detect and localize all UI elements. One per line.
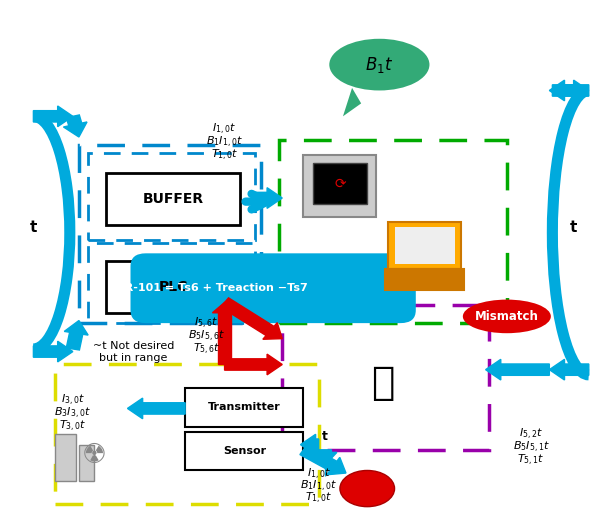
FancyArrow shape: [127, 398, 185, 419]
Ellipse shape: [463, 299, 551, 333]
FancyArrow shape: [300, 445, 346, 475]
Text: Transmitter: Transmitter: [208, 402, 280, 412]
Text: $B_5I_{5,6}t$: $B_5I_{5,6}t$: [188, 329, 225, 344]
Text: $I_{5,6}t$: $I_{5,6}t$: [194, 316, 219, 331]
FancyBboxPatch shape: [55, 434, 76, 481]
Text: $I_{1,0}t$: $I_{1,0}t$: [212, 122, 237, 137]
FancyBboxPatch shape: [185, 388, 304, 427]
Ellipse shape: [340, 470, 395, 507]
Text: BUFFER: BUFFER: [143, 192, 203, 206]
FancyBboxPatch shape: [395, 227, 455, 264]
Text: ☢: ☢: [82, 441, 106, 469]
Text: $I_{1,0}t$: $I_{1,0}t$: [307, 467, 331, 482]
FancyArrow shape: [225, 354, 282, 375]
FancyArrow shape: [552, 80, 589, 101]
FancyArrow shape: [300, 434, 319, 455]
Text: TR-101 = Ts6 + Treaction −Ts7: TR-101 = Ts6 + Treaction −Ts7: [117, 283, 308, 293]
Text: $B_1I_{1,0}t$: $B_1I_{1,0}t$: [206, 135, 243, 150]
FancyArrow shape: [33, 106, 73, 127]
Ellipse shape: [329, 39, 429, 90]
Text: t: t: [570, 220, 577, 235]
Text: 🔔: 🔔: [359, 475, 376, 503]
Text: Mismatch: Mismatch: [475, 310, 539, 323]
FancyArrow shape: [218, 310, 231, 364]
Polygon shape: [343, 88, 361, 116]
Text: $B_1I_{1,0}t$: $B_1I_{1,0}t$: [300, 479, 337, 494]
Text: $T_{3,0}t$: $T_{3,0}t$: [59, 419, 87, 434]
Text: ~t Not desired
but in range: ~t Not desired but in range: [93, 341, 174, 363]
Text: $B_3I_{3,0}t$: $B_3I_{3,0}t$: [54, 406, 92, 421]
Text: $B_5I_{5,1}t$: $B_5I_{5,1}t$: [512, 440, 550, 455]
Text: t: t: [30, 220, 37, 235]
Text: $B_1t$: $B_1t$: [365, 55, 393, 74]
Text: $I_{3,0}t$: $I_{3,0}t$: [61, 393, 85, 408]
FancyBboxPatch shape: [185, 432, 304, 470]
FancyBboxPatch shape: [106, 173, 240, 225]
Text: Sensor: Sensor: [223, 446, 266, 456]
FancyArrow shape: [212, 302, 237, 313]
FancyBboxPatch shape: [131, 253, 416, 323]
FancyBboxPatch shape: [313, 163, 367, 204]
Text: PLC: PLC: [158, 280, 188, 294]
FancyBboxPatch shape: [385, 269, 464, 290]
Text: $I_{5,2}t$: $I_{5,2}t$: [519, 427, 543, 442]
Text: $T_{5,6}t$: $T_{5,6}t$: [192, 342, 220, 357]
Text: $T_{1,0}t$: $T_{1,0}t$: [305, 491, 333, 506]
FancyArrow shape: [549, 359, 589, 380]
Text: t: t: [322, 430, 328, 444]
FancyArrow shape: [64, 321, 88, 350]
FancyArrow shape: [33, 341, 73, 362]
Text: $T_{1,0}t$: $T_{1,0}t$: [211, 148, 239, 163]
FancyBboxPatch shape: [388, 222, 461, 269]
FancyArrow shape: [486, 359, 549, 380]
FancyBboxPatch shape: [79, 445, 94, 481]
FancyArrow shape: [255, 188, 282, 208]
Text: $T_{5,1}t$: $T_{5,1}t$: [517, 453, 545, 468]
FancyBboxPatch shape: [304, 155, 376, 217]
Text: ⟳: ⟳: [334, 176, 346, 191]
FancyBboxPatch shape: [106, 261, 240, 313]
Text: 🚶: 🚶: [371, 363, 394, 402]
FancyArrow shape: [64, 115, 87, 137]
FancyArrow shape: [313, 450, 337, 465]
FancyArrow shape: [549, 80, 589, 101]
FancyArrow shape: [220, 298, 282, 339]
